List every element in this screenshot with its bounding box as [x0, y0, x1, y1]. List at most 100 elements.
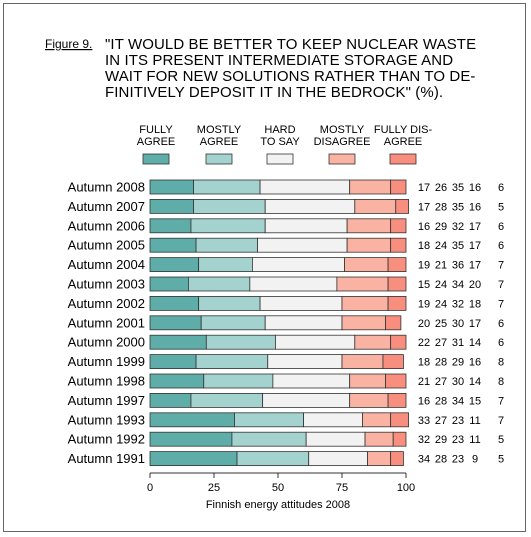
data-label: 7 — [498, 395, 504, 407]
bar-segment — [257, 237, 348, 253]
bar-segment — [249, 276, 338, 292]
bar-segment — [231, 431, 307, 447]
bar-segment — [264, 315, 343, 331]
bar-segment — [149, 218, 192, 234]
bar-segment — [354, 198, 397, 214]
title-line-1: "IT WOULD BE BETTER TO KEEP NUCLEAR WAST… — [105, 36, 476, 53]
legend-swatch — [205, 153, 233, 165]
data-label: 17 — [469, 318, 481, 330]
row-label: Autumn 2000 — [68, 335, 145, 350]
data-label: 35 — [452, 201, 464, 213]
data-label: 15 — [418, 279, 430, 291]
bar-segment — [149, 179, 194, 195]
data-label: 16 — [469, 201, 481, 213]
bar-segment — [267, 354, 343, 370]
data-label: 17 — [469, 221, 481, 233]
bar-segment — [385, 373, 407, 389]
data-label: 18 — [418, 240, 430, 252]
data-label: 29 — [435, 221, 447, 233]
data-label: 7 — [498, 260, 504, 272]
legend-label: AGREE — [137, 136, 176, 148]
data-label: 32 — [452, 221, 464, 233]
bar-segment — [387, 392, 407, 408]
legend-swatch — [328, 153, 356, 165]
data-label: 19 — [418, 298, 430, 310]
data-label: 14 — [469, 337, 481, 349]
row-label: Autumn 1991 — [68, 451, 145, 466]
data-label: 23 — [452, 434, 464, 446]
data-label: 6 — [498, 182, 504, 194]
legend-label: FULLY — [139, 124, 173, 136]
bar-segment — [149, 431, 233, 447]
row-label: Autumn 2007 — [68, 199, 145, 214]
data-label: 16 — [469, 357, 481, 369]
legend-label: DISAGREE — [314, 136, 371, 148]
bar-segment — [149, 392, 192, 408]
bar-segment — [234, 412, 304, 428]
data-label: 14 — [469, 376, 481, 388]
data-label: 24 — [435, 279, 447, 291]
data-label: 28 — [435, 357, 447, 369]
bar-segment — [341, 295, 389, 311]
row-label: Autumn 1997 — [68, 393, 145, 408]
data-label: 18 — [469, 298, 481, 310]
bar-segment — [349, 179, 392, 195]
bar-segment — [259, 179, 351, 195]
data-label: 27 — [435, 337, 447, 349]
bar-segment — [190, 218, 266, 234]
bar-segment — [303, 412, 363, 428]
legend-label: TO SAY — [260, 136, 300, 148]
bar-segment — [341, 315, 386, 331]
bar-segment — [149, 412, 235, 428]
x-tick-label: 25 — [208, 482, 220, 494]
data-label: 17 — [418, 201, 430, 213]
bar-segment — [251, 257, 345, 273]
bar-segment — [193, 179, 261, 195]
data-label: 28 — [435, 454, 447, 466]
data-label: 23 — [452, 415, 464, 427]
bar-segment — [198, 257, 253, 273]
bar-segment — [264, 198, 356, 214]
data-label: 23 — [452, 454, 464, 466]
bars-group: Autumn 2008 17 26 35 16 6 Autumn 2007 17 28 35 16 5… — [68, 180, 504, 467]
data-label: 31 — [452, 337, 464, 349]
bar-segment — [149, 198, 194, 214]
legend-label: MOSTLY — [197, 124, 242, 136]
bar-segment — [149, 237, 197, 253]
bar-segment — [236, 451, 310, 467]
data-label: 27 — [435, 415, 447, 427]
bar-segment — [187, 276, 251, 292]
bar-segment — [200, 315, 266, 331]
data-label: 36 — [452, 260, 464, 272]
legend-label: AGREE — [200, 136, 239, 148]
bar-segment — [203, 373, 274, 389]
row-label: Autumn 1993 — [68, 412, 145, 427]
data-label: 19 — [418, 260, 430, 272]
bar-segment — [193, 198, 266, 214]
data-label: 25 — [435, 318, 447, 330]
data-label: 6 — [498, 240, 504, 252]
bar-segment — [392, 431, 407, 447]
data-label: 20 — [418, 318, 430, 330]
data-label: 5 — [498, 201, 504, 213]
chart-caption: Finnish energy attitudes 2008 — [206, 499, 350, 511]
bar-segment — [387, 276, 407, 292]
data-label: 24 — [435, 240, 447, 252]
data-label: 6 — [498, 337, 504, 349]
row-label: Autumn 1992 — [68, 432, 145, 447]
x-tick-label: 75 — [336, 482, 348, 494]
data-label: 6 — [498, 318, 504, 330]
bar-segment — [344, 257, 389, 273]
bar-segment — [275, 334, 356, 350]
row-label: Autumn 2006 — [68, 218, 145, 233]
bar-segment — [390, 179, 407, 195]
legend-label: HARD — [264, 124, 295, 136]
data-label: 35 — [452, 182, 464, 194]
data-label: 5 — [498, 434, 504, 446]
data-label: 7 — [498, 415, 504, 427]
data-label: 34 — [418, 454, 430, 466]
bar-segment — [259, 295, 343, 311]
bar-segment — [346, 237, 392, 253]
x-axis: 0 25 50 75 100 — [147, 472, 415, 494]
bar-segment — [390, 451, 404, 467]
